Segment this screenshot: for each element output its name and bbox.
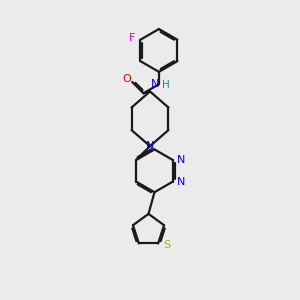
Text: S: S xyxy=(163,240,170,250)
Text: N: N xyxy=(151,79,159,89)
Text: O: O xyxy=(122,74,131,84)
Text: N: N xyxy=(176,176,185,187)
Text: F: F xyxy=(129,33,135,43)
Text: N: N xyxy=(146,141,154,151)
Text: H: H xyxy=(162,80,169,90)
Text: N: N xyxy=(176,155,185,165)
